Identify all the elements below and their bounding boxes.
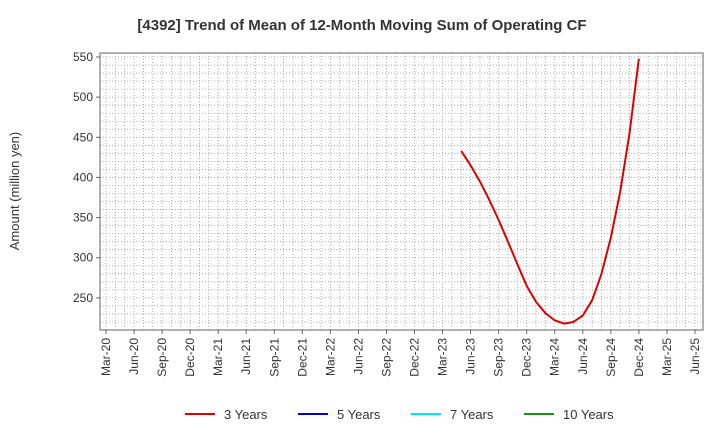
x-tick-label: Dec-20 [183,338,197,377]
x-tick-label: Mar-22 [323,338,337,376]
y-axis-label: Amount (million yen) [7,132,22,251]
y-axis: 250 300 350 400 450 500 550 [73,50,100,305]
y-tick-label: 500 [73,90,93,104]
series-lines [460,58,640,325]
x-tick-label: Jun-24 [576,338,590,375]
legend-label-10-years: 10 Years [563,407,614,422]
y-tick-label: 550 [73,50,93,64]
x-tick-label: Sep-23 [492,338,506,377]
x-tick-label: Dec-21 [295,338,309,377]
x-tick-label: Mar-25 [660,338,674,376]
x-tick-label: Mar-20 [99,338,113,376]
legend-label-5-years: 5 Years [337,407,381,422]
grid [100,53,703,331]
x-tick-label: Jun-23 [464,338,478,375]
x-tick-label: Jun-20 [127,338,141,375]
x-tick-label: Dec-24 [632,338,646,377]
series-line-3-years [460,58,640,325]
x-tick-label: Mar-23 [436,338,450,376]
y-tick-label: 300 [73,251,93,265]
legend: 3 Years 5 Years 7 Years 10 Years [185,407,614,422]
x-tick-label: Sep-24 [604,338,618,377]
x-tick-label: Sep-22 [379,338,393,377]
y-tick-label: 450 [73,130,93,144]
x-tick-label: Jun-22 [351,338,365,375]
x-tick-label: Jun-25 [688,338,702,375]
legend-label-3-years: 3 Years [224,407,268,422]
x-tick-label: Sep-21 [267,338,281,377]
x-tick-label: Mar-24 [548,338,562,376]
y-tick-label: 400 [73,170,93,184]
x-axis: Mar-20 Jun-20 Sep-20 Dec-20 Mar-21 Jun-21 Sep-… [99,330,702,377]
y-tick-label: 250 [73,291,93,305]
x-tick-label: Dec-22 [408,338,422,377]
legend-label-7-years: 7 Years [450,407,494,422]
y-tick-label: 350 [73,211,93,225]
plot-frame [99,52,704,331]
x-tick-label: Jun-21 [239,338,253,375]
x-tick-label: Sep-20 [155,338,169,377]
x-tick-label: Dec-23 [520,338,534,377]
x-tick-label: Mar-21 [211,338,225,376]
chart-title: [4392] Trend of Mean of 12-Month Moving … [137,17,586,34]
